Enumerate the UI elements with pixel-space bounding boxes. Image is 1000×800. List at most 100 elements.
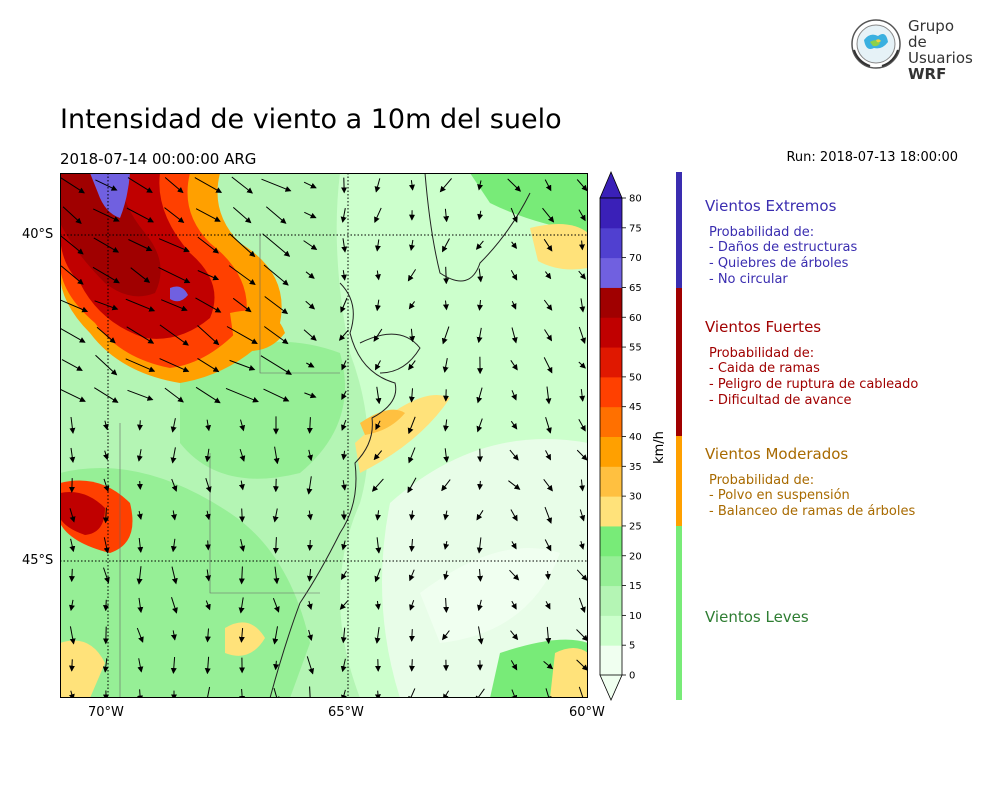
wind-arrow: [94, 300, 119, 311]
category-prob: Probabilidad de:: [709, 225, 815, 240]
wind-arrow: [443, 208, 450, 223]
gridlines: [60, 173, 588, 698]
wind-arrow: [136, 480, 143, 490]
wind-arrow: [371, 478, 384, 492]
category-title: Vientos Leves: [705, 608, 809, 626]
wind-arrow: [441, 479, 451, 492]
wind-arrow: [375, 420, 381, 431]
wind-arrow: [93, 237, 120, 253]
wind-arrow: [303, 181, 317, 189]
wind-arrow: [341, 689, 347, 698]
wind-arrow: [204, 628, 211, 643]
wind-arrow: [441, 630, 450, 641]
wind-arrow: [375, 386, 382, 405]
wind-arrow: [164, 207, 185, 224]
wind-arrow: [545, 417, 552, 434]
wind-arrow: [442, 238, 450, 253]
wind-arrow: [578, 240, 585, 251]
wind-arrow: [375, 360, 381, 371]
wind-arrow: [579, 479, 586, 492]
wind-arrow: [544, 506, 553, 524]
wind-arrow: [232, 297, 252, 313]
wind-arrows: [60, 176, 588, 698]
colorbar-tick-label: 20: [629, 551, 642, 562]
wind-arrow: [231, 176, 253, 194]
wind-arrow: [158, 266, 191, 284]
wind-arrow: [341, 238, 348, 253]
lat-label-45s: 45°S: [22, 553, 54, 568]
colorbar-segment: [600, 496, 622, 527]
wind-arrow: [136, 449, 143, 462]
colorbar-tick-label: 5: [629, 641, 635, 652]
colorbar-tick-label: 60: [629, 313, 642, 324]
wind-arrow: [103, 478, 110, 493]
wind-arrow: [578, 209, 586, 222]
wind-arrow: [340, 297, 348, 313]
wind-arrow: [232, 207, 252, 224]
logo-line-2: Usuarios: [908, 49, 973, 67]
wind-arrow: [442, 358, 449, 373]
wind-arrow: [340, 208, 347, 223]
wind-arrow: [476, 510, 484, 521]
wind-arrow: [158, 238, 190, 253]
colorbar-tick-label: 25: [629, 521, 642, 532]
colorbar-tick-label: 80: [629, 194, 642, 205]
lat-label-40s: 40°S: [22, 227, 54, 242]
wind-arrow: [229, 233, 256, 258]
wind-arrow: [408, 360, 416, 371]
wind-arrow: [442, 419, 449, 432]
wind-arrow: [477, 569, 484, 582]
wind-arrow: [443, 570, 450, 581]
wind-arrow: [306, 600, 313, 610]
wind-arrow: [303, 329, 317, 341]
wind-arrow: [62, 206, 82, 224]
wind-arrow: [579, 509, 586, 522]
colorbar-tick-label: 65: [629, 283, 642, 294]
wind-arrow: [374, 600, 381, 610]
wind-arrow: [544, 601, 551, 610]
wind-arrow: [375, 510, 382, 521]
colorbar-segment: [600, 585, 622, 616]
wind-arrow: [408, 538, 415, 552]
wind-arrow: [205, 600, 211, 611]
colorbar-segment: [600, 555, 622, 587]
wind-arrow: [341, 480, 347, 491]
colorbar-segment: [600, 436, 622, 467]
wind-arrow: [510, 241, 517, 249]
wind-arrow: [273, 566, 280, 585]
globe-seal-icon: [851, 19, 901, 69]
colorbar-segments: [599, 170, 623, 701]
colorbar-tick-label: 35: [629, 462, 642, 473]
wind-arrow: [229, 359, 256, 371]
wind-arrow: [261, 178, 292, 192]
wind-arrow: [339, 600, 348, 610]
category-item: - Daños de estructuras: [709, 240, 858, 255]
wind-arrow: [225, 387, 259, 403]
wind-arrow: [226, 326, 258, 344]
wind-arrow: [195, 297, 222, 313]
category-bar-moderados: [676, 436, 682, 526]
wind-arrow: [69, 599, 75, 612]
wind-arrow: [307, 449, 313, 462]
wind-map: [60, 173, 588, 698]
category-bar-extremos: [676, 172, 682, 288]
wind-arrow: [439, 178, 452, 193]
lon-label-65w: 65°W: [328, 705, 364, 720]
category-leves: Vientos Leves: [705, 608, 995, 626]
category-title: Vientos Fuertes: [705, 318, 822, 336]
wind-arrow: [204, 656, 211, 675]
wind-arrow: [272, 598, 280, 613]
colorbar-tick-label: 40: [629, 432, 642, 443]
wind-arrow: [238, 628, 245, 643]
wind-arrow: [92, 208, 120, 222]
wind-arrow: [263, 264, 289, 286]
wind-arrow: [68, 659, 75, 672]
wind-arrow: [69, 447, 76, 463]
wind-arrow: [171, 597, 178, 614]
wind-arrow: [96, 326, 116, 344]
wind-arrow: [441, 326, 450, 345]
colorbar-segment: [600, 198, 622, 229]
colorbar-units: km/h: [651, 431, 667, 464]
wind-arrow: [443, 266, 450, 285]
wind-arrow: [205, 569, 212, 582]
